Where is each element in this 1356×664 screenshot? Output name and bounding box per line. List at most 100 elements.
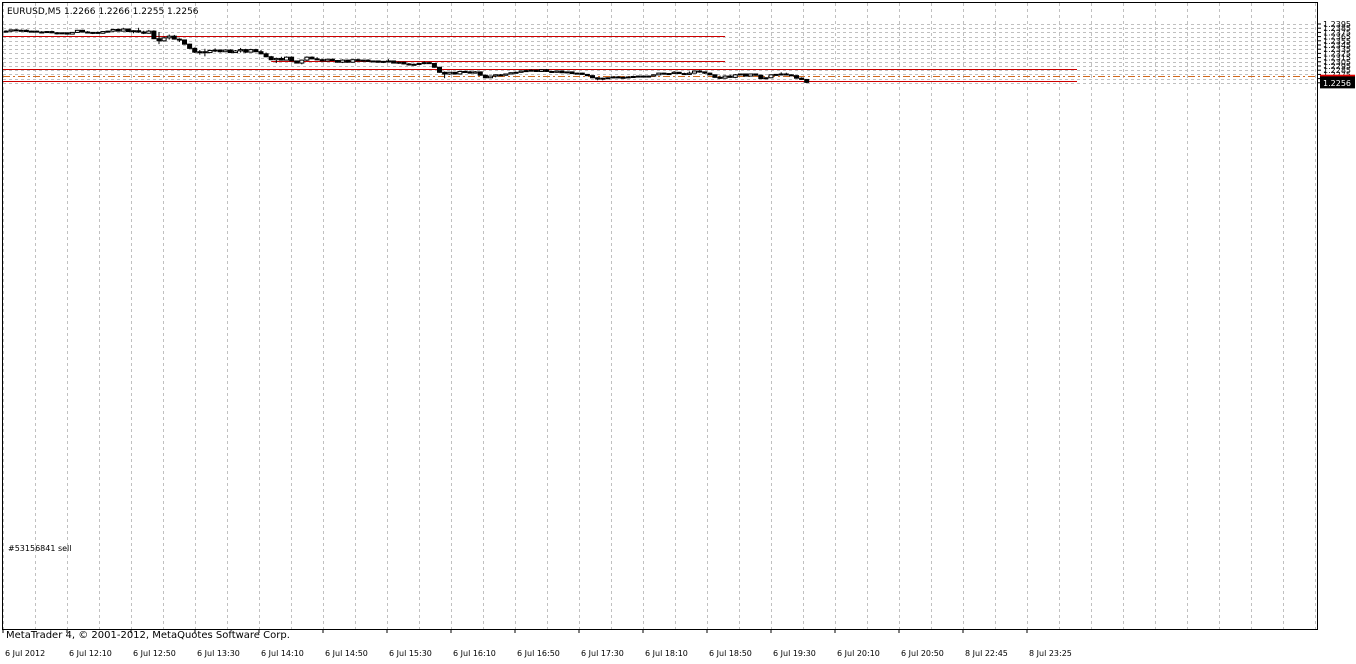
price-tags: 1.22601.2256	[1320, 74, 1355, 89]
candle	[554, 70, 560, 73]
candle	[661, 72, 667, 75]
candle	[360, 59, 366, 62]
candle-body	[207, 49, 213, 54]
candles	[3, 27, 810, 84]
candle-body	[248, 49, 254, 53]
candle	[202, 48, 208, 57]
candle	[763, 77, 769, 80]
candle-body	[590, 75, 595, 79]
y-tick-label: 1.2315	[1323, 54, 1351, 63]
candle-body	[278, 57, 284, 61]
candle-body	[182, 39, 187, 45]
candle	[457, 70, 463, 75]
candle-body	[707, 72, 713, 76]
candle	[656, 72, 662, 76]
candle	[3, 30, 9, 33]
candle	[380, 60, 386, 64]
candle	[605, 77, 611, 80]
candle-body	[54, 32, 60, 35]
candle-body	[686, 72, 692, 75]
candle	[253, 48, 259, 53]
candle	[743, 73, 748, 77]
candle	[289, 56, 295, 62]
candle	[396, 61, 402, 64]
candle	[610, 76, 616, 79]
candle	[676, 71, 682, 75]
candle	[217, 49, 223, 53]
candle	[559, 70, 565, 74]
candle	[131, 30, 136, 34]
candle	[477, 71, 483, 76]
candle-body	[238, 49, 244, 52]
candle-body	[727, 75, 733, 78]
candle	[335, 60, 340, 63]
candle-body	[508, 72, 514, 75]
y-tick-label: 1.2295	[1323, 62, 1351, 71]
candle-body	[59, 32, 65, 35]
candle	[365, 59, 371, 62]
candle	[671, 71, 677, 75]
x-tick-label: 6 Jul 16:50	[517, 649, 560, 658]
candle-body	[528, 69, 534, 72]
order-label: #53156841 sell	[8, 544, 72, 553]
candle	[452, 71, 458, 75]
candle-body	[804, 78, 810, 83]
candle	[467, 70, 473, 74]
y-tick-label: 1.2345	[1323, 41, 1351, 50]
candle	[488, 75, 493, 79]
candle-body	[457, 70, 463, 75]
candle-body	[431, 62, 437, 68]
candle-body	[401, 61, 407, 65]
candle	[539, 69, 544, 72]
plot-frame	[2, 2, 1318, 630]
candle	[794, 75, 799, 79]
candle-body	[110, 28, 116, 32]
x-tick-label: 6 Jul 14:50	[325, 649, 368, 658]
candle	[340, 59, 346, 64]
candle-body	[743, 73, 748, 77]
candle-body	[34, 30, 40, 33]
candle-body	[646, 75, 652, 78]
candle-body	[319, 59, 325, 62]
price-tag-box	[1320, 76, 1355, 89]
candle	[18, 29, 24, 32]
candle-body	[136, 30, 142, 33]
candle	[80, 29, 85, 33]
candle-body	[488, 75, 493, 79]
candle-body	[85, 31, 91, 34]
x-tick-label: 8 Jul 23:25	[1029, 649, 1072, 658]
candle-body	[120, 28, 126, 32]
candle	[309, 56, 315, 60]
candle-body	[574, 72, 580, 75]
candle	[166, 34, 172, 40]
candle	[120, 27, 126, 32]
candle	[197, 50, 203, 55]
candle-body	[554, 70, 560, 73]
candle-body	[544, 69, 550, 72]
candle	[579, 72, 585, 75]
candle-body	[329, 58, 335, 62]
candle	[620, 76, 626, 79]
candle-body	[442, 71, 448, 75]
candle	[110, 28, 116, 32]
candle	[482, 74, 488, 79]
candle-body	[105, 30, 111, 33]
candle-body	[697, 70, 703, 73]
candle	[574, 72, 580, 75]
grid	[3, 3, 1317, 629]
candle	[707, 72, 713, 76]
candle	[299, 59, 305, 65]
candle-body	[630, 76, 636, 78]
candle-body	[503, 73, 509, 76]
candle-body	[340, 59, 346, 63]
candle-body	[64, 32, 70, 35]
candle-body	[350, 59, 356, 63]
candle	[386, 59, 391, 63]
candle-body	[202, 51, 208, 54]
candle-body	[584, 73, 590, 77]
candle-body	[732, 74, 738, 78]
candle	[630, 75, 636, 78]
y-tick-label: 1.2285	[1323, 66, 1351, 75]
y-tick-label: 1.2375	[1323, 28, 1351, 37]
candle-body	[692, 70, 697, 74]
